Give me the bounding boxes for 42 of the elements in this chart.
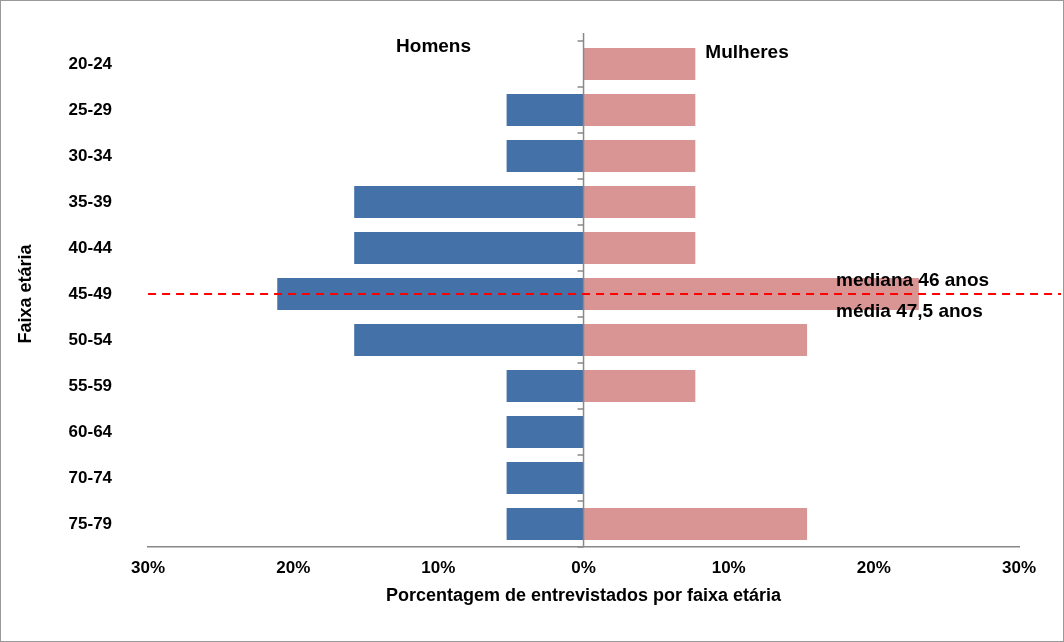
bar (354, 231, 584, 265)
text: Homens (396, 35, 472, 57)
bar (277, 277, 584, 311)
bar (583, 47, 696, 81)
y-tick-label: 70-74 (68, 467, 113, 487)
y-tick-label: 75-79 (68, 513, 113, 533)
bar (506, 461, 584, 495)
bar (506, 93, 584, 127)
x-tick-label: 20% (856, 557, 891, 577)
y-tick-label: 35-39 (68, 191, 113, 211)
bar (506, 507, 584, 541)
y-tick-label: 40-44 (68, 237, 113, 257)
x-tick-label: 10% (711, 557, 746, 577)
y-tick-label: 60-64 (68, 421, 113, 441)
bar (354, 323, 584, 357)
bar (506, 139, 584, 173)
y-tick-label: 55-59 (68, 375, 113, 395)
bar (506, 369, 584, 403)
x-tick-label: 10% (421, 557, 456, 577)
y-tick-label: 50-54 (68, 329, 113, 349)
x-tick-label: 20% (276, 557, 311, 577)
y-tick-label: 20-24 (68, 53, 113, 73)
series-label: Mulheres (705, 41, 789, 63)
y-tick-label: 25-29 (68, 99, 113, 119)
x-tick-label: 30% (131, 557, 166, 577)
bar (583, 231, 696, 265)
bar (583, 507, 808, 541)
bar (354, 185, 584, 219)
x-axis-title: Porcentagem de entrevistados por faixa etária (385, 585, 783, 606)
bar (583, 185, 696, 219)
y-tick-label: 45-49 (68, 283, 113, 303)
annotation: média 47,5 anos (836, 299, 983, 321)
bar (583, 93, 696, 127)
bar (583, 139, 696, 173)
ref-line-label: mediana 46 anos (836, 268, 990, 290)
bar (583, 369, 696, 403)
y-axis-title: Faixa etária (14, 243, 35, 344)
bar (583, 323, 808, 357)
x-tick-label: 30% (1001, 557, 1037, 577)
y-tick-label: 30-34 (68, 145, 113, 165)
bar (506, 415, 584, 449)
x-tick-label: 0% (571, 557, 596, 577)
